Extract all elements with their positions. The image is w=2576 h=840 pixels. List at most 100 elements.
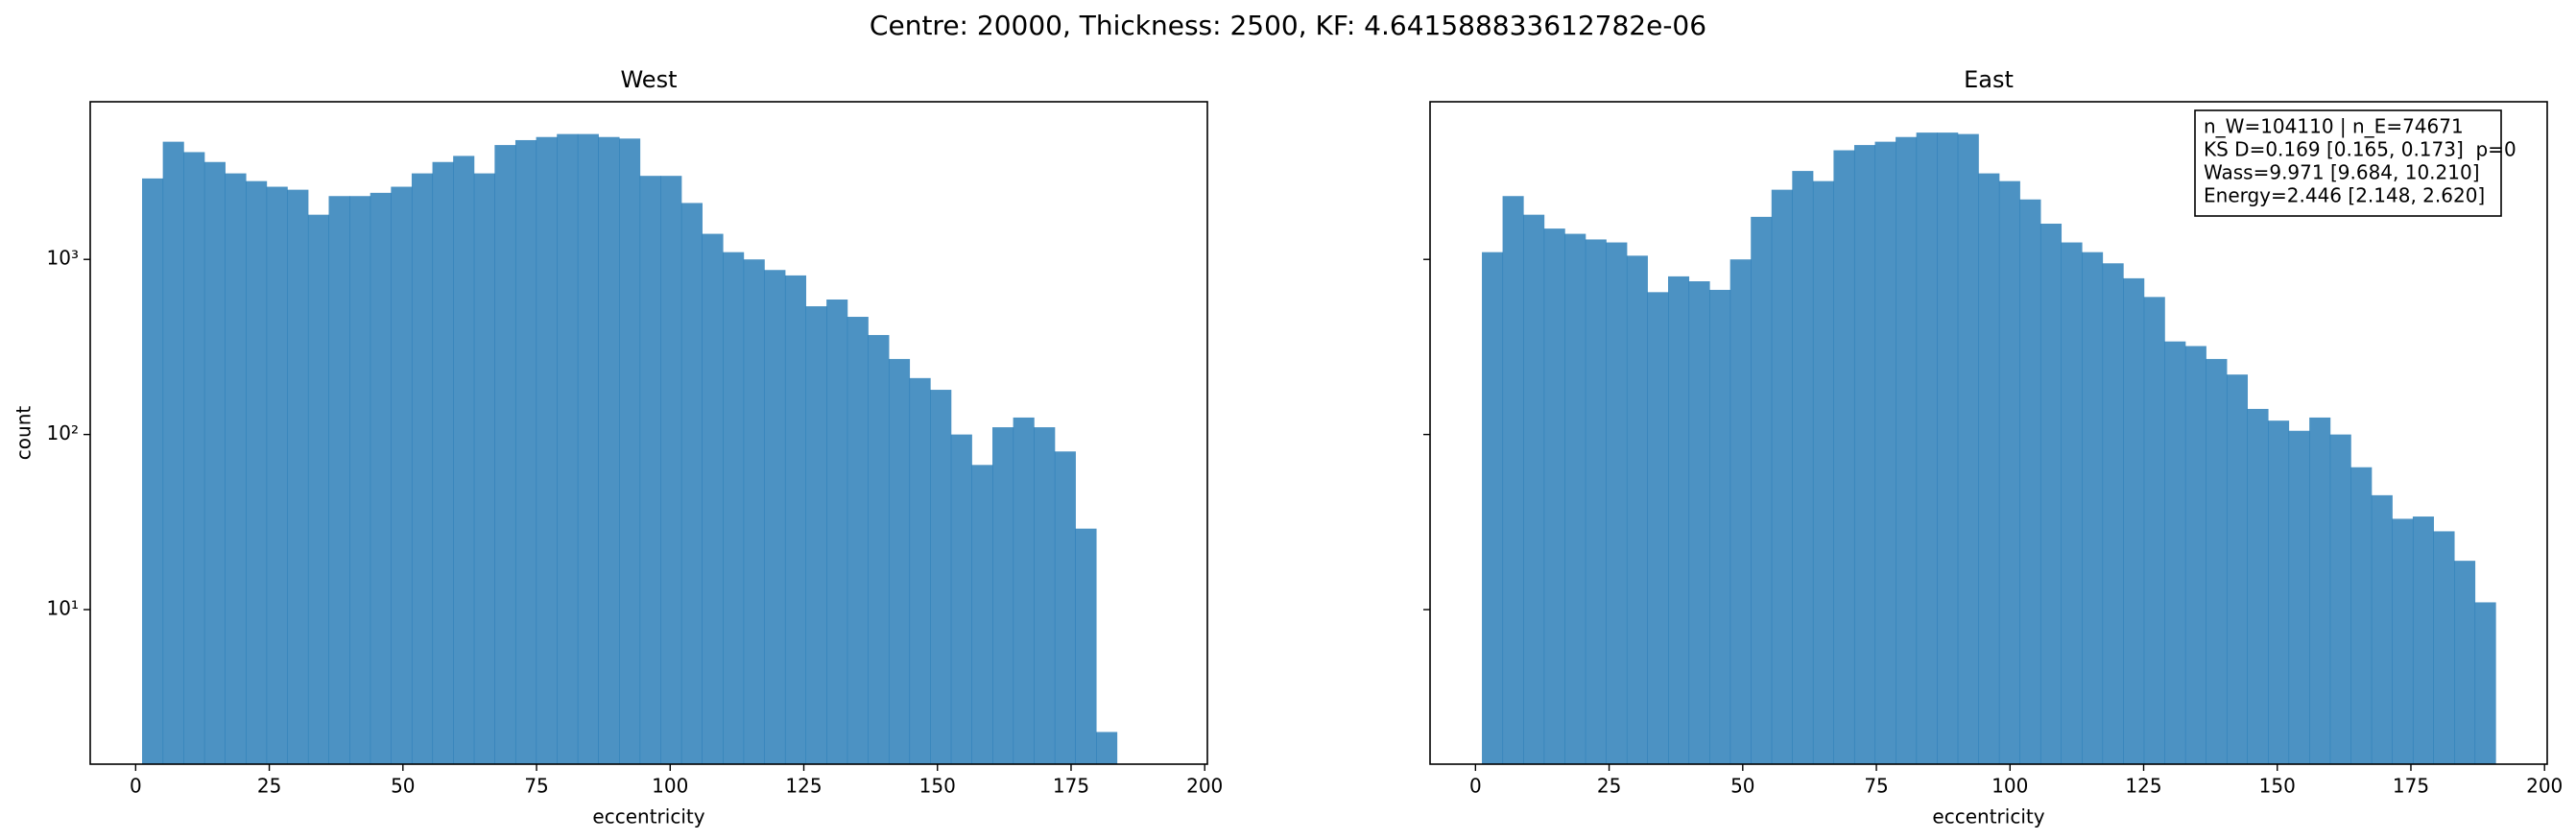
x-tick-label: 175 <box>1053 775 1089 798</box>
histogram-bar <box>1564 233 1586 764</box>
histogram-bar <box>349 196 371 765</box>
histogram-bar <box>743 259 765 764</box>
histogram-bar <box>764 270 786 764</box>
x-tick-label: 75 <box>1864 775 1888 798</box>
histogram-bar <box>2474 602 2496 764</box>
histogram-bar <box>888 358 911 764</box>
histogram-bar <box>183 152 205 765</box>
histogram-bar <box>162 141 184 764</box>
histogram-bar <box>1751 216 1773 765</box>
x-tick-label: 175 <box>2393 775 2429 798</box>
histogram-bar <box>639 176 661 765</box>
histogram-bar <box>473 173 495 764</box>
histogram-bar <box>2329 434 2351 764</box>
histogram-bar <box>514 139 537 764</box>
x-tick-label: 200 <box>2526 775 2563 798</box>
histogram-bar <box>660 176 682 765</box>
histogram-bar <box>2143 297 2165 764</box>
histogram-bar <box>370 192 392 764</box>
histogram-bar <box>1668 276 1690 764</box>
x-tick-label: 50 <box>1730 775 1754 798</box>
x-tick-label: 75 <box>524 775 548 798</box>
annotation-line: Energy=2.446 [2.148, 2.620] <box>2204 184 2485 207</box>
histogram-bar <box>2454 561 2476 764</box>
histogram-bar <box>930 390 952 764</box>
y-tick-label: 10² <box>47 421 79 444</box>
histogram-bar <box>1937 132 1959 765</box>
histogram-bar <box>1771 189 1793 765</box>
histogram-bar <box>1709 289 1731 764</box>
x-tick-label: 100 <box>652 775 688 798</box>
y-axis-label: count <box>12 406 36 461</box>
histogram-bar <box>203 161 226 765</box>
histogram-bar <box>577 133 599 764</box>
histogram-bar <box>411 173 434 764</box>
histogram-bar <box>536 136 558 764</box>
histogram-bar <box>2288 430 2310 764</box>
histogram-bar <box>2309 417 2331 764</box>
x-tick-label: 50 <box>391 775 415 798</box>
histogram-bar <box>702 233 724 764</box>
x-tick-label: 150 <box>2259 775 2296 798</box>
annotation-line: KS D=0.169 [0.165, 0.173] p=0 <box>2204 138 2516 161</box>
histogram-bar <box>1096 732 1118 764</box>
histogram-bar <box>950 434 972 764</box>
x-tick-label: 150 <box>919 775 956 798</box>
histogram-bar <box>1482 252 1504 765</box>
histogram-bar <box>2184 346 2206 764</box>
histogram-bar <box>1978 173 2000 764</box>
histogram-bar <box>328 196 350 765</box>
histogram-bar <box>1647 292 1669 764</box>
histogram-bar <box>266 186 288 764</box>
axes-title: West <box>620 66 677 93</box>
histogram-bar <box>991 427 1014 764</box>
histogram-bar <box>680 203 703 765</box>
histogram-bar <box>2164 341 2186 764</box>
histogram-bar <box>909 377 931 764</box>
histogram-bar <box>619 138 641 765</box>
x-tick-label: 100 <box>1992 775 2028 798</box>
x-tick-label: 125 <box>2125 775 2161 798</box>
histogram-bar <box>1502 196 1524 765</box>
histogram-bar <box>1523 214 1545 765</box>
y-tick-label: 10³ <box>47 247 79 270</box>
histogram-bar <box>1054 451 1076 764</box>
y-tick-label: 10¹ <box>47 596 79 619</box>
histogram-bar <box>287 189 309 765</box>
histogram-bar <box>2123 277 2145 764</box>
x-tick-label: 0 <box>1469 775 1482 798</box>
histogram-bar <box>1543 228 1565 764</box>
histogram-bar <box>2226 374 2249 764</box>
annotation-line: Wass=9.971 [9.684, 10.210] <box>2204 161 2480 184</box>
histogram-bar <box>1833 150 1855 765</box>
histogram-bar <box>1688 281 1710 764</box>
axes-frame <box>1429 101 2548 765</box>
x-axis-label: eccentricity <box>1932 805 2044 828</box>
histogram-bar <box>1606 242 1628 764</box>
histogram-bar <box>225 173 247 764</box>
histogram-bar <box>2102 263 2124 764</box>
histogram-bar <box>494 145 516 764</box>
histogram-bar <box>1957 133 1979 764</box>
histogram-bar <box>391 186 413 764</box>
histogram-bar <box>971 465 993 764</box>
x-axis-label: eccentricity <box>592 805 704 828</box>
annotation-box <box>2194 109 2502 217</box>
histogram-bar <box>1874 141 1896 764</box>
histogram-bar <box>598 136 620 764</box>
x-tick-label: 25 <box>257 775 281 798</box>
plot-area <box>1482 132 2496 765</box>
histogram-bar <box>2392 518 2414 764</box>
histogram-bar <box>1626 255 1648 764</box>
histogram-bar <box>246 180 268 764</box>
histogram-bar <box>2371 494 2393 764</box>
suptitle: Centre: 20000, Thickness: 2500, KF: 4.64… <box>870 10 1706 41</box>
axes-frame <box>89 101 1208 765</box>
histogram-bar <box>2433 531 2455 764</box>
histogram-bar <box>1998 180 2020 764</box>
x-tick-label: 25 <box>1597 775 1621 798</box>
histogram-bar <box>826 300 848 764</box>
histogram-bar <box>2206 358 2228 764</box>
histogram-bar <box>1585 239 1607 765</box>
